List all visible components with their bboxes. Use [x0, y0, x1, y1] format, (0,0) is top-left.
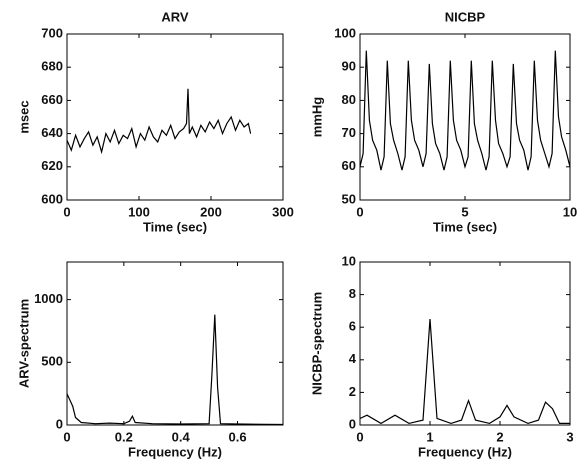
- x-tick-label: 200: [200, 204, 222, 219]
- y-tick-label: 0: [349, 416, 356, 431]
- x-tick-label: 0.6: [228, 429, 246, 444]
- y-tick-label: 1000: [34, 291, 63, 306]
- y-tick-label: 10: [342, 253, 356, 268]
- axes-frame: [66, 261, 284, 426]
- y-tick-label: 640: [41, 125, 63, 140]
- data-line: [359, 319, 570, 425]
- x-axis-label: Time (sec): [433, 219, 497, 234]
- y-tick-label: 50: [342, 191, 356, 206]
- axes-frame: [359, 261, 571, 426]
- y-tick-label: 100: [334, 25, 356, 40]
- axes-frame: [359, 33, 571, 201]
- x-tick-label: 2: [496, 429, 503, 444]
- y-axis-label: msec: [16, 100, 31, 133]
- x-tick-label: 300: [272, 204, 294, 219]
- x-tick-label: 0.2: [115, 429, 133, 444]
- y-tick-label: 80: [342, 92, 356, 107]
- x-axis-label: Frequency (Hz): [418, 444, 512, 459]
- x-tick-label: 100: [128, 204, 150, 219]
- y-tick-label: 0: [56, 416, 63, 431]
- x-tick-label: 0: [63, 429, 70, 444]
- y-tick-label: 660: [41, 92, 63, 107]
- y-tick-label: 700: [41, 25, 63, 40]
- y-tick-label: 600: [41, 191, 63, 206]
- y-tick-label: 70: [342, 125, 356, 140]
- y-tick-label: 4: [349, 351, 357, 366]
- y-axis-label: ARV-spectrum: [16, 299, 31, 388]
- data-line: [66, 314, 284, 426]
- data-line: [66, 88, 252, 155]
- y-tick-label: 60: [342, 158, 356, 173]
- y-axis-label: NICBP-spectrum: [309, 292, 324, 395]
- y-tick-label: 620: [41, 158, 63, 173]
- y-tick-label: 6: [349, 319, 356, 334]
- y-tick-label: 680: [41, 59, 63, 74]
- x-tick-label: 0.4: [172, 429, 191, 444]
- x-axis-label: Frequency (Hz): [128, 444, 222, 459]
- x-tick-label: 0: [356, 429, 363, 444]
- y-tick-label: 500: [41, 354, 63, 369]
- chart-title: NICBP: [445, 9, 486, 24]
- y-tick-label: 2: [349, 384, 356, 399]
- y-tick-label: 90: [342, 59, 356, 74]
- data-line: [359, 50, 571, 171]
- y-axis-label: mmHg: [309, 97, 324, 138]
- chart-title: ARV: [161, 9, 189, 24]
- x-axis-label: Time (sec): [143, 219, 207, 234]
- y-tick-label: 8: [349, 286, 356, 301]
- axes-frame: [66, 33, 284, 201]
- x-tick-label: 10: [563, 204, 577, 219]
- x-tick-label: 0: [63, 204, 70, 219]
- x-tick-label: 0: [356, 204, 363, 219]
- x-tick-label: 5: [461, 204, 468, 219]
- x-tick-label: 1: [426, 429, 433, 444]
- x-tick-label: 3: [566, 429, 573, 444]
